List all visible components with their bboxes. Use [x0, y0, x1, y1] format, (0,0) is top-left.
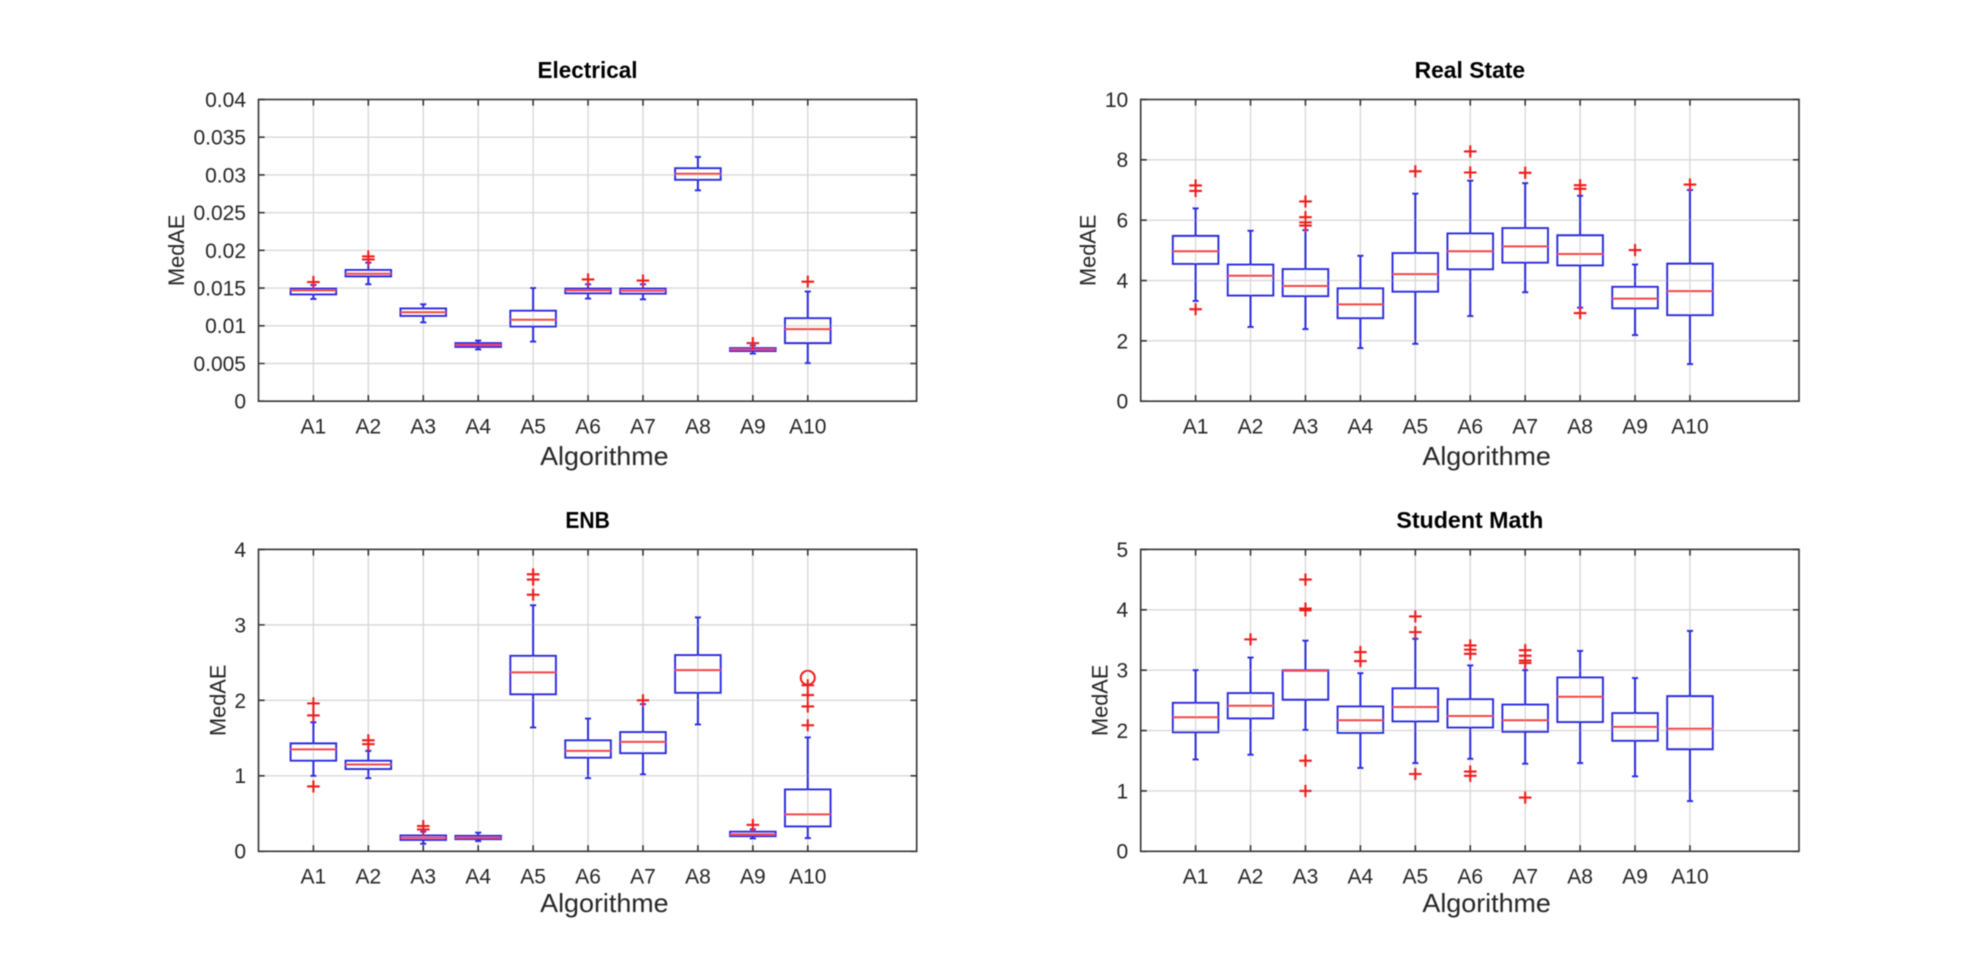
- svg-text:A9: A9: [1622, 865, 1648, 888]
- svg-text:A3: A3: [410, 415, 436, 438]
- svg-text:A5: A5: [520, 865, 546, 888]
- svg-text:A1: A1: [1183, 415, 1209, 438]
- svg-text:A4: A4: [1348, 415, 1374, 438]
- svg-text:A4: A4: [465, 865, 491, 888]
- svg-text:2: 2: [234, 690, 246, 713]
- svg-text:A2: A2: [1238, 415, 1264, 438]
- svg-text:A6: A6: [575, 865, 601, 888]
- svg-text:A2: A2: [1238, 865, 1264, 888]
- svg-text:Electrical: Electrical: [538, 57, 638, 83]
- svg-text:MedAE: MedAE: [1088, 665, 1113, 736]
- svg-text:A5: A5: [1402, 415, 1428, 438]
- svg-text:4: 4: [1117, 270, 1129, 293]
- svg-text:0: 0: [1117, 841, 1129, 864]
- svg-text:4: 4: [234, 539, 246, 562]
- svg-text:Algorithme: Algorithme: [540, 888, 669, 918]
- svg-text:A5: A5: [1402, 865, 1428, 888]
- svg-text:0.03: 0.03: [205, 164, 246, 187]
- svg-text:A1: A1: [301, 865, 327, 888]
- svg-text:0: 0: [1117, 391, 1129, 414]
- svg-text:A8: A8: [1567, 865, 1593, 888]
- svg-text:0.025: 0.025: [193, 202, 246, 225]
- svg-text:A6: A6: [575, 415, 601, 438]
- svg-text:MedAE: MedAE: [206, 665, 231, 736]
- svg-text:A10: A10: [1671, 865, 1708, 888]
- svg-text:A2: A2: [355, 415, 381, 438]
- svg-text:A6: A6: [1457, 865, 1483, 888]
- svg-text:A3: A3: [410, 865, 436, 888]
- svg-text:A8: A8: [1567, 415, 1593, 438]
- svg-text:2: 2: [1117, 720, 1129, 743]
- svg-text:A3: A3: [1293, 415, 1319, 438]
- svg-text:MedAE: MedAE: [164, 215, 189, 286]
- svg-text:A4: A4: [1348, 865, 1374, 888]
- svg-text:A1: A1: [1183, 865, 1209, 888]
- svg-text:10: 10: [1105, 89, 1128, 112]
- svg-text:A10: A10: [789, 865, 826, 888]
- svg-text:A1: A1: [301, 415, 327, 438]
- svg-text:2: 2: [1117, 330, 1129, 353]
- svg-text:1: 1: [1117, 780, 1129, 803]
- svg-text:Algorithme: Algorithme: [540, 441, 669, 471]
- svg-text:A8: A8: [685, 415, 711, 438]
- svg-text:0.01: 0.01: [205, 315, 246, 338]
- svg-text:0: 0: [234, 391, 246, 414]
- svg-text:A8: A8: [685, 865, 711, 888]
- svg-text:4: 4: [1117, 599, 1129, 622]
- svg-text:0.02: 0.02: [205, 240, 246, 263]
- svg-text:1: 1: [234, 765, 246, 788]
- svg-text:A7: A7: [1512, 415, 1538, 438]
- svg-text:A4: A4: [465, 415, 491, 438]
- svg-text:A7: A7: [630, 865, 656, 888]
- svg-text:A3: A3: [1293, 865, 1319, 888]
- svg-text:8: 8: [1117, 149, 1129, 172]
- svg-text:A9: A9: [1622, 415, 1648, 438]
- svg-text:A7: A7: [1512, 865, 1538, 888]
- svg-text:3: 3: [234, 614, 246, 637]
- svg-text:A9: A9: [740, 415, 766, 438]
- svg-text:A10: A10: [1671, 415, 1708, 438]
- svg-text:Student Math: Student Math: [1396, 507, 1543, 533]
- svg-text:0: 0: [234, 841, 246, 864]
- svg-text:A10: A10: [789, 415, 826, 438]
- svg-text:A2: A2: [355, 865, 381, 888]
- svg-text:A9: A9: [740, 865, 766, 888]
- svg-text:0.04: 0.04: [205, 89, 246, 112]
- svg-text:MedAE: MedAE: [1076, 215, 1101, 286]
- svg-text:ENB: ENB: [565, 507, 610, 533]
- svg-text:Algorithme: Algorithme: [1422, 441, 1551, 471]
- svg-text:Algorithme: Algorithme: [1422, 888, 1551, 918]
- svg-text:0.035: 0.035: [193, 127, 246, 150]
- svg-text:0.015: 0.015: [193, 277, 246, 300]
- svg-text:0.005: 0.005: [193, 353, 246, 376]
- svg-text:Real State: Real State: [1415, 57, 1526, 83]
- svg-text:A6: A6: [1457, 415, 1483, 438]
- svg-text:5: 5: [1117, 539, 1129, 562]
- svg-text:A5: A5: [520, 415, 546, 438]
- svg-text:6: 6: [1117, 210, 1129, 233]
- svg-text:A7: A7: [630, 415, 656, 438]
- svg-text:3: 3: [1117, 660, 1129, 683]
